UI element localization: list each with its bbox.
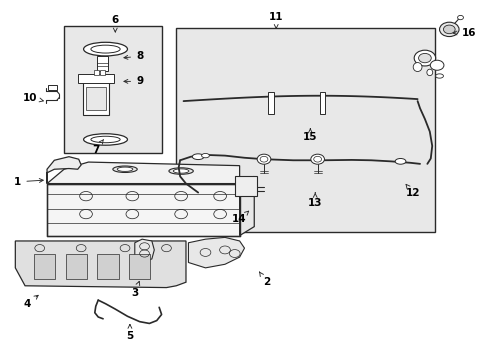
Bar xyxy=(48,85,57,90)
Bar xyxy=(82,81,109,116)
Bar xyxy=(234,176,256,196)
Bar xyxy=(65,253,87,279)
Bar xyxy=(86,87,105,110)
Bar xyxy=(78,74,114,83)
Ellipse shape xyxy=(435,74,443,78)
Circle shape xyxy=(429,60,443,70)
Text: 9: 9 xyxy=(123,76,143,86)
Text: 4: 4 xyxy=(24,295,38,309)
Text: 11: 11 xyxy=(268,12,283,28)
Text: 7: 7 xyxy=(92,139,103,154)
Polygon shape xyxy=(47,157,81,184)
Bar xyxy=(64,26,161,153)
Polygon shape xyxy=(239,176,254,235)
Ellipse shape xyxy=(83,134,127,145)
Text: 2: 2 xyxy=(259,272,269,287)
Bar xyxy=(34,253,55,279)
Bar xyxy=(129,253,150,279)
Text: 1: 1 xyxy=(14,177,43,187)
Ellipse shape xyxy=(91,136,120,143)
Text: 10: 10 xyxy=(22,93,43,103)
Text: 12: 12 xyxy=(405,184,419,198)
Circle shape xyxy=(313,156,321,162)
Circle shape xyxy=(257,154,270,164)
Text: 3: 3 xyxy=(131,282,140,298)
Bar xyxy=(97,56,108,71)
Text: 6: 6 xyxy=(111,15,119,32)
Ellipse shape xyxy=(426,69,432,76)
Bar xyxy=(97,253,119,279)
Ellipse shape xyxy=(192,154,203,159)
Bar xyxy=(94,70,99,75)
Circle shape xyxy=(439,22,458,37)
Text: 13: 13 xyxy=(307,193,322,208)
Text: 5: 5 xyxy=(126,324,133,341)
Ellipse shape xyxy=(173,169,188,173)
Text: 8: 8 xyxy=(123,51,143,61)
Circle shape xyxy=(413,50,435,66)
Ellipse shape xyxy=(117,167,133,171)
Circle shape xyxy=(457,15,463,20)
Polygon shape xyxy=(188,237,244,268)
Ellipse shape xyxy=(394,158,405,164)
Bar xyxy=(176,28,434,232)
Ellipse shape xyxy=(91,45,120,53)
Circle shape xyxy=(443,25,454,34)
Ellipse shape xyxy=(412,63,421,72)
Bar xyxy=(268,92,274,114)
Circle shape xyxy=(418,53,430,63)
Ellipse shape xyxy=(83,42,127,56)
Ellipse shape xyxy=(113,166,137,172)
Text: 15: 15 xyxy=(303,129,317,142)
Polygon shape xyxy=(47,184,239,235)
Circle shape xyxy=(310,154,324,164)
Ellipse shape xyxy=(201,153,209,158)
Polygon shape xyxy=(15,241,185,288)
Text: 14: 14 xyxy=(232,211,248,224)
Polygon shape xyxy=(47,162,239,184)
Ellipse shape xyxy=(168,168,193,174)
Bar xyxy=(319,92,325,114)
Text: 16: 16 xyxy=(452,28,475,38)
Bar xyxy=(100,70,105,75)
Polygon shape xyxy=(135,239,154,263)
Circle shape xyxy=(260,156,267,162)
